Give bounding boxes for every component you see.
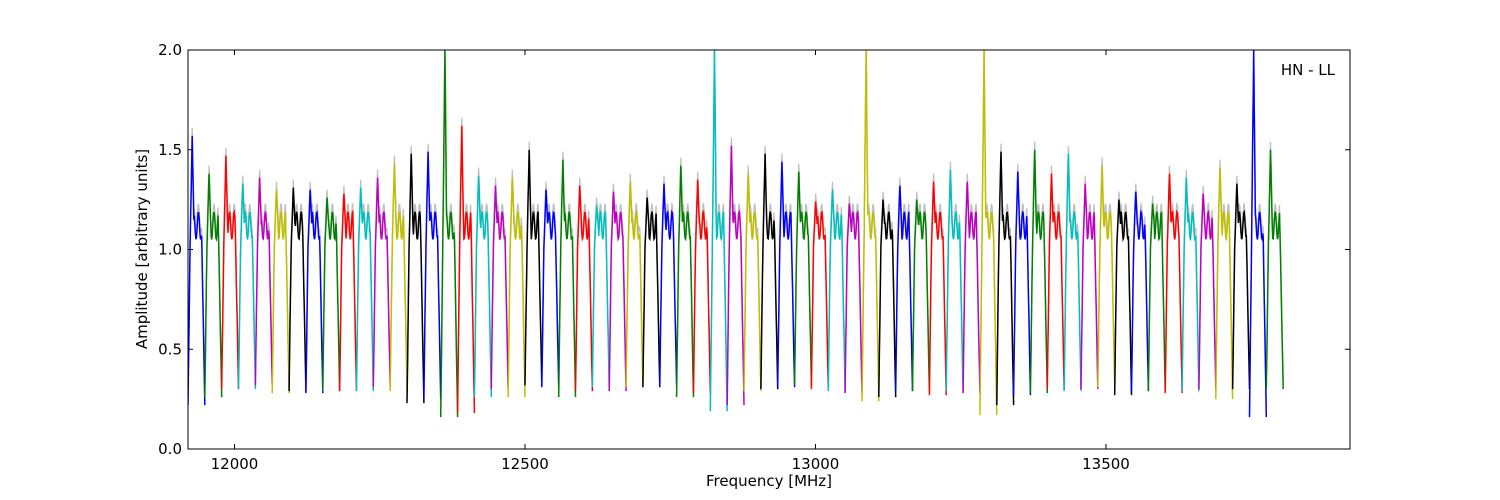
channel-line [456,125,476,414]
channel-line [996,151,1015,406]
channel-line [254,177,273,386]
channel-line [945,169,964,392]
channel-line [1012,171,1032,396]
x-axis-label: Frequency [MHz] [706,472,832,490]
channel-line [524,149,543,386]
channel-line [574,185,594,392]
channel-line [423,151,442,400]
channel-line [1198,193,1217,390]
channel-line [675,165,695,398]
channel-line [204,173,223,398]
channel-line [355,187,375,392]
channel-line [962,181,981,394]
channel-line [743,173,762,392]
channel-line [439,50,459,418]
y-tick-label: 2.0 [158,41,182,59]
channel-line [338,193,358,392]
channel-line [220,155,240,390]
channel-line [507,177,526,398]
channel-line [541,189,560,388]
x-tick-label: 13500 [1082,455,1130,473]
channel-line [1265,149,1284,390]
y-tick-label: 1.5 [158,141,182,159]
channel-line [1231,183,1251,390]
channel-line [692,179,712,394]
channel-line [608,191,627,392]
channel-line [490,185,509,390]
channel-line [810,201,830,390]
channel-line [979,50,998,416]
channel-line [709,50,728,412]
y-tick-label: 1.0 [158,241,182,259]
channel-line [1215,167,1234,400]
channel-line [389,163,408,392]
channel-line [1164,173,1183,394]
channel-line [793,171,813,386]
channel-line [1080,183,1099,390]
channel-line [1063,153,1082,392]
channel-line [1248,50,1268,418]
channel-line [1113,199,1133,396]
channel-line [625,181,644,388]
y-axis-label: Amplitude [arbitrary units] [133,149,151,349]
channel-line [591,205,610,388]
channel-line [1147,203,1166,392]
channel-line [726,145,745,406]
channel-line [642,197,661,388]
x-tick-label: 12500 [501,455,549,473]
channel-line [928,181,947,396]
channel-line [237,183,257,390]
channel-line [188,135,206,406]
channel-line [911,199,931,392]
plot-background [188,50,1350,449]
ticks-layer: 12000 12500 13000 13500 0.0 0.5 1.0 1.5 2.0 [158,41,1350,473]
channel-line [827,189,846,392]
channel-line [473,175,493,398]
channel-line [844,203,863,394]
channel-line [1130,191,1150,392]
channel-line [1046,173,1065,390]
channel-line [406,153,425,404]
channel-line [1181,177,1200,392]
x-tick-label: 13000 [792,455,840,473]
channel-line [288,187,307,392]
channel-line [322,197,341,392]
y-tick-label: 0.5 [158,340,182,358]
series-layer [188,50,1284,418]
chart-annotation: HN - LL [1281,61,1336,79]
x-tick-label: 12000 [211,455,259,473]
channel-line [305,189,324,394]
channel-line [659,183,678,386]
channel-line [1097,165,1116,388]
y-tick-label: 0.0 [158,440,182,458]
channel-line [861,50,880,402]
channel-line [557,159,577,398]
channel-line [372,177,391,388]
channel-line [894,185,914,392]
channel-line [878,199,897,398]
channel-line [271,189,290,394]
channel-line [776,161,796,388]
channel-line [1029,149,1049,394]
channel-line [760,153,779,390]
